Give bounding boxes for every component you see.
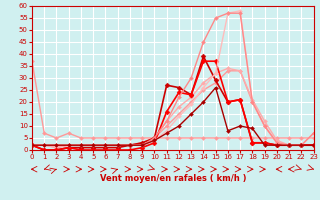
X-axis label: Vent moyen/en rafales ( km/h ): Vent moyen/en rafales ( km/h ) — [100, 174, 246, 183]
